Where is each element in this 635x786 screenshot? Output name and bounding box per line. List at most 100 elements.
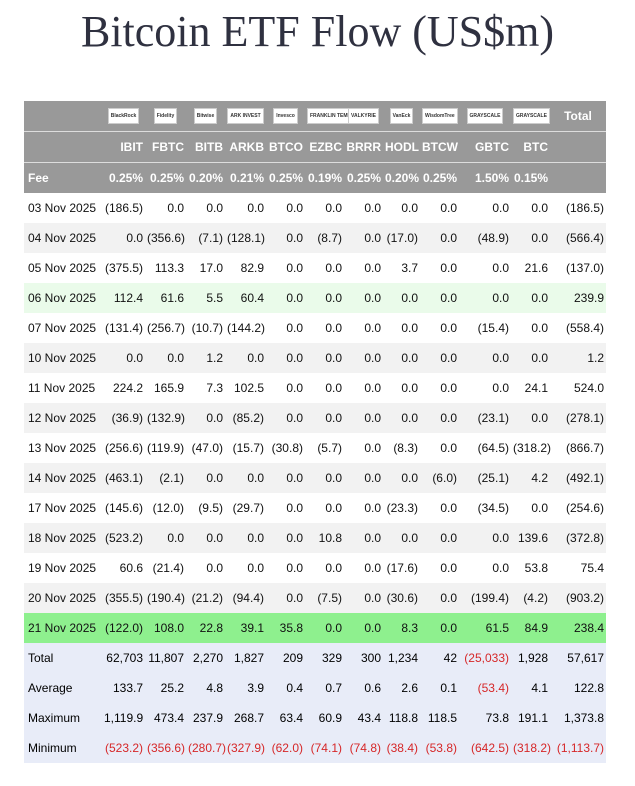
issuer-logo-cell: GRAYSCALE <box>511 101 550 132</box>
flow-value: 224.2 <box>102 373 145 403</box>
flow-value: 0.0 <box>305 253 344 283</box>
flow-value: (17.6) <box>383 553 420 583</box>
summary-value: (280.7) <box>186 733 226 763</box>
issuer-logo-cell: VanEck <box>383 101 420 132</box>
row-total: (866.7) <box>550 433 606 463</box>
flow-value: 113.3 <box>145 253 186 283</box>
summary-value: (356.6) <box>145 733 186 763</box>
flow-value: 0.0 <box>145 193 186 223</box>
ticker-header: HODL <box>383 131 420 163</box>
row-date: 12 Nov 2025 <box>24 403 102 433</box>
flow-value: 0.0 <box>225 463 266 493</box>
flow-value: 0.0 <box>420 283 459 313</box>
summary-label: Minimum <box>24 733 102 763</box>
flow-value: (144.2) <box>225 313 266 343</box>
ticker-header: BTCO <box>266 131 305 163</box>
flow-value: 0.0 <box>344 373 383 403</box>
flow-value: 0.0 <box>344 493 383 523</box>
flow-value: (25.1) <box>459 463 511 493</box>
flow-value: 0.0 <box>266 313 305 343</box>
flow-value: 0.0 <box>225 343 266 373</box>
flow-value: 0.0 <box>420 313 459 343</box>
summary-value: (53.4) <box>459 673 511 703</box>
flow-value: 0.0 <box>383 343 420 373</box>
flow-value: 0.0 <box>420 613 459 643</box>
flow-value: 0.0 <box>511 283 550 313</box>
flow-value: 0.0 <box>344 613 383 643</box>
table-row: 03 Nov 2025 (186.5) 0.0 0.0 0.0 0.0 0.0 0.0 0.0 0… <box>24 193 606 223</box>
issuer-logo: GRAYSCALE <box>513 108 550 124</box>
flow-value: 0.0 <box>420 493 459 523</box>
flow-value: 0.0 <box>344 403 383 433</box>
flow-value: (131.4) <box>102 313 145 343</box>
summary-value: 473.4 <box>145 703 186 733</box>
flow-value: 24.1 <box>511 373 550 403</box>
flow-value: (6.0) <box>420 463 459 493</box>
summary-value: 2.6 <box>383 673 420 703</box>
flow-value: (523.2) <box>102 523 145 553</box>
row-date: 11 Nov 2025 <box>24 373 102 403</box>
summary-value: (642.5) <box>459 733 511 763</box>
row-total: (372.8) <box>550 523 606 553</box>
summary-value: (74.1) <box>305 733 344 763</box>
flow-value: 21.6 <box>511 253 550 283</box>
row-total: 238.4 <box>550 613 606 643</box>
summary-label: Average <box>24 673 102 703</box>
fee-value: 0.25% <box>266 162 305 193</box>
flow-value: 0.0 <box>420 583 459 613</box>
ticker-header-row: IBIT FBTC BITB ARKB BTCO EZBC BRRR HODL BTCW GBTC… <box>24 131 606 163</box>
table-row: 04 Nov 2025 0.0 (356.6) (7.1) (128.1) 0.0 (8.7… <box>24 223 606 253</box>
flow-value: 0.0 <box>186 403 225 433</box>
flow-value: 0.0 <box>266 463 305 493</box>
flow-value: 0.0 <box>266 583 305 613</box>
flow-value: 0.0 <box>383 403 420 433</box>
flow-value: 0.0 <box>305 283 344 313</box>
flow-value: 0.0 <box>266 373 305 403</box>
flow-value: 82.9 <box>225 253 266 283</box>
row-total: (492.1) <box>550 463 606 493</box>
row-total: (558.4) <box>550 313 606 343</box>
flow-value: (34.5) <box>459 493 511 523</box>
row-total: 75.4 <box>550 553 606 583</box>
issuer-logo-cell: GRAYSCALE <box>459 101 511 132</box>
flow-value: (10.7) <box>186 313 225 343</box>
flow-value: 108.0 <box>145 613 186 643</box>
flow-value: 0.0 <box>186 463 225 493</box>
ticker-header: EZBC <box>305 131 344 163</box>
row-date: 18 Nov 2025 <box>24 523 102 553</box>
flow-value: 0.0 <box>305 553 344 583</box>
flow-value: 0.0 <box>102 223 145 253</box>
flow-value: (30.6) <box>383 583 420 613</box>
issuer-logo: Fidelity <box>153 108 178 124</box>
flow-value: 0.0 <box>266 523 305 553</box>
flow-value: 0.0 <box>186 193 225 223</box>
summary-value: 329 <box>305 643 344 673</box>
flow-value: 0.0 <box>266 403 305 433</box>
flow-value: 0.0 <box>305 373 344 403</box>
table-row: 14 Nov 2025 (463.1) (2.1) 0.0 0.0 0.0 0.0 0.0 0.… <box>24 463 606 493</box>
summary-value: 268.7 <box>225 703 266 733</box>
flow-value: (199.4) <box>459 583 511 613</box>
flow-value: 0.0 <box>344 583 383 613</box>
flow-value: 0.0 <box>225 553 266 583</box>
flow-value: (64.5) <box>459 433 511 463</box>
table-row: 07 Nov 2025 (131.4) (256.7) (10.7) (144.2) 0.… <box>24 313 606 343</box>
summary-value: 118.5 <box>420 703 459 733</box>
table-row: 19 Nov 2025 60.6 (21.4) 0.0 0.0 0.0 0.0 0.0 (17.… <box>24 553 606 583</box>
ticker-header: BTC <box>511 131 550 163</box>
flow-value: 0.0 <box>344 253 383 283</box>
fee-value: 0.25% <box>102 162 145 193</box>
flow-value: (29.7) <box>225 493 266 523</box>
flow-value: 1.2 <box>186 343 225 373</box>
row-total: 524.0 <box>550 373 606 403</box>
flow-value: 0.0 <box>459 193 511 223</box>
summary-value: 1,928 <box>511 643 550 673</box>
table-row: 20 Nov 2025 (355.5) (190.4) (21.2) (94.4) 0.0… <box>24 583 606 613</box>
row-date: 03 Nov 2025 <box>24 193 102 223</box>
row-total: (186.5) <box>550 193 606 223</box>
flow-value: 0.0 <box>102 343 145 373</box>
flow-value: 0.0 <box>305 313 344 343</box>
fee-value: 1.50% <box>459 162 511 193</box>
table-row: 06 Nov 2025 112.4 61.6 5.5 60.4 0.0 0.0 0.0 0.0 0… <box>24 283 606 313</box>
summary-value: 62,703 <box>102 643 145 673</box>
